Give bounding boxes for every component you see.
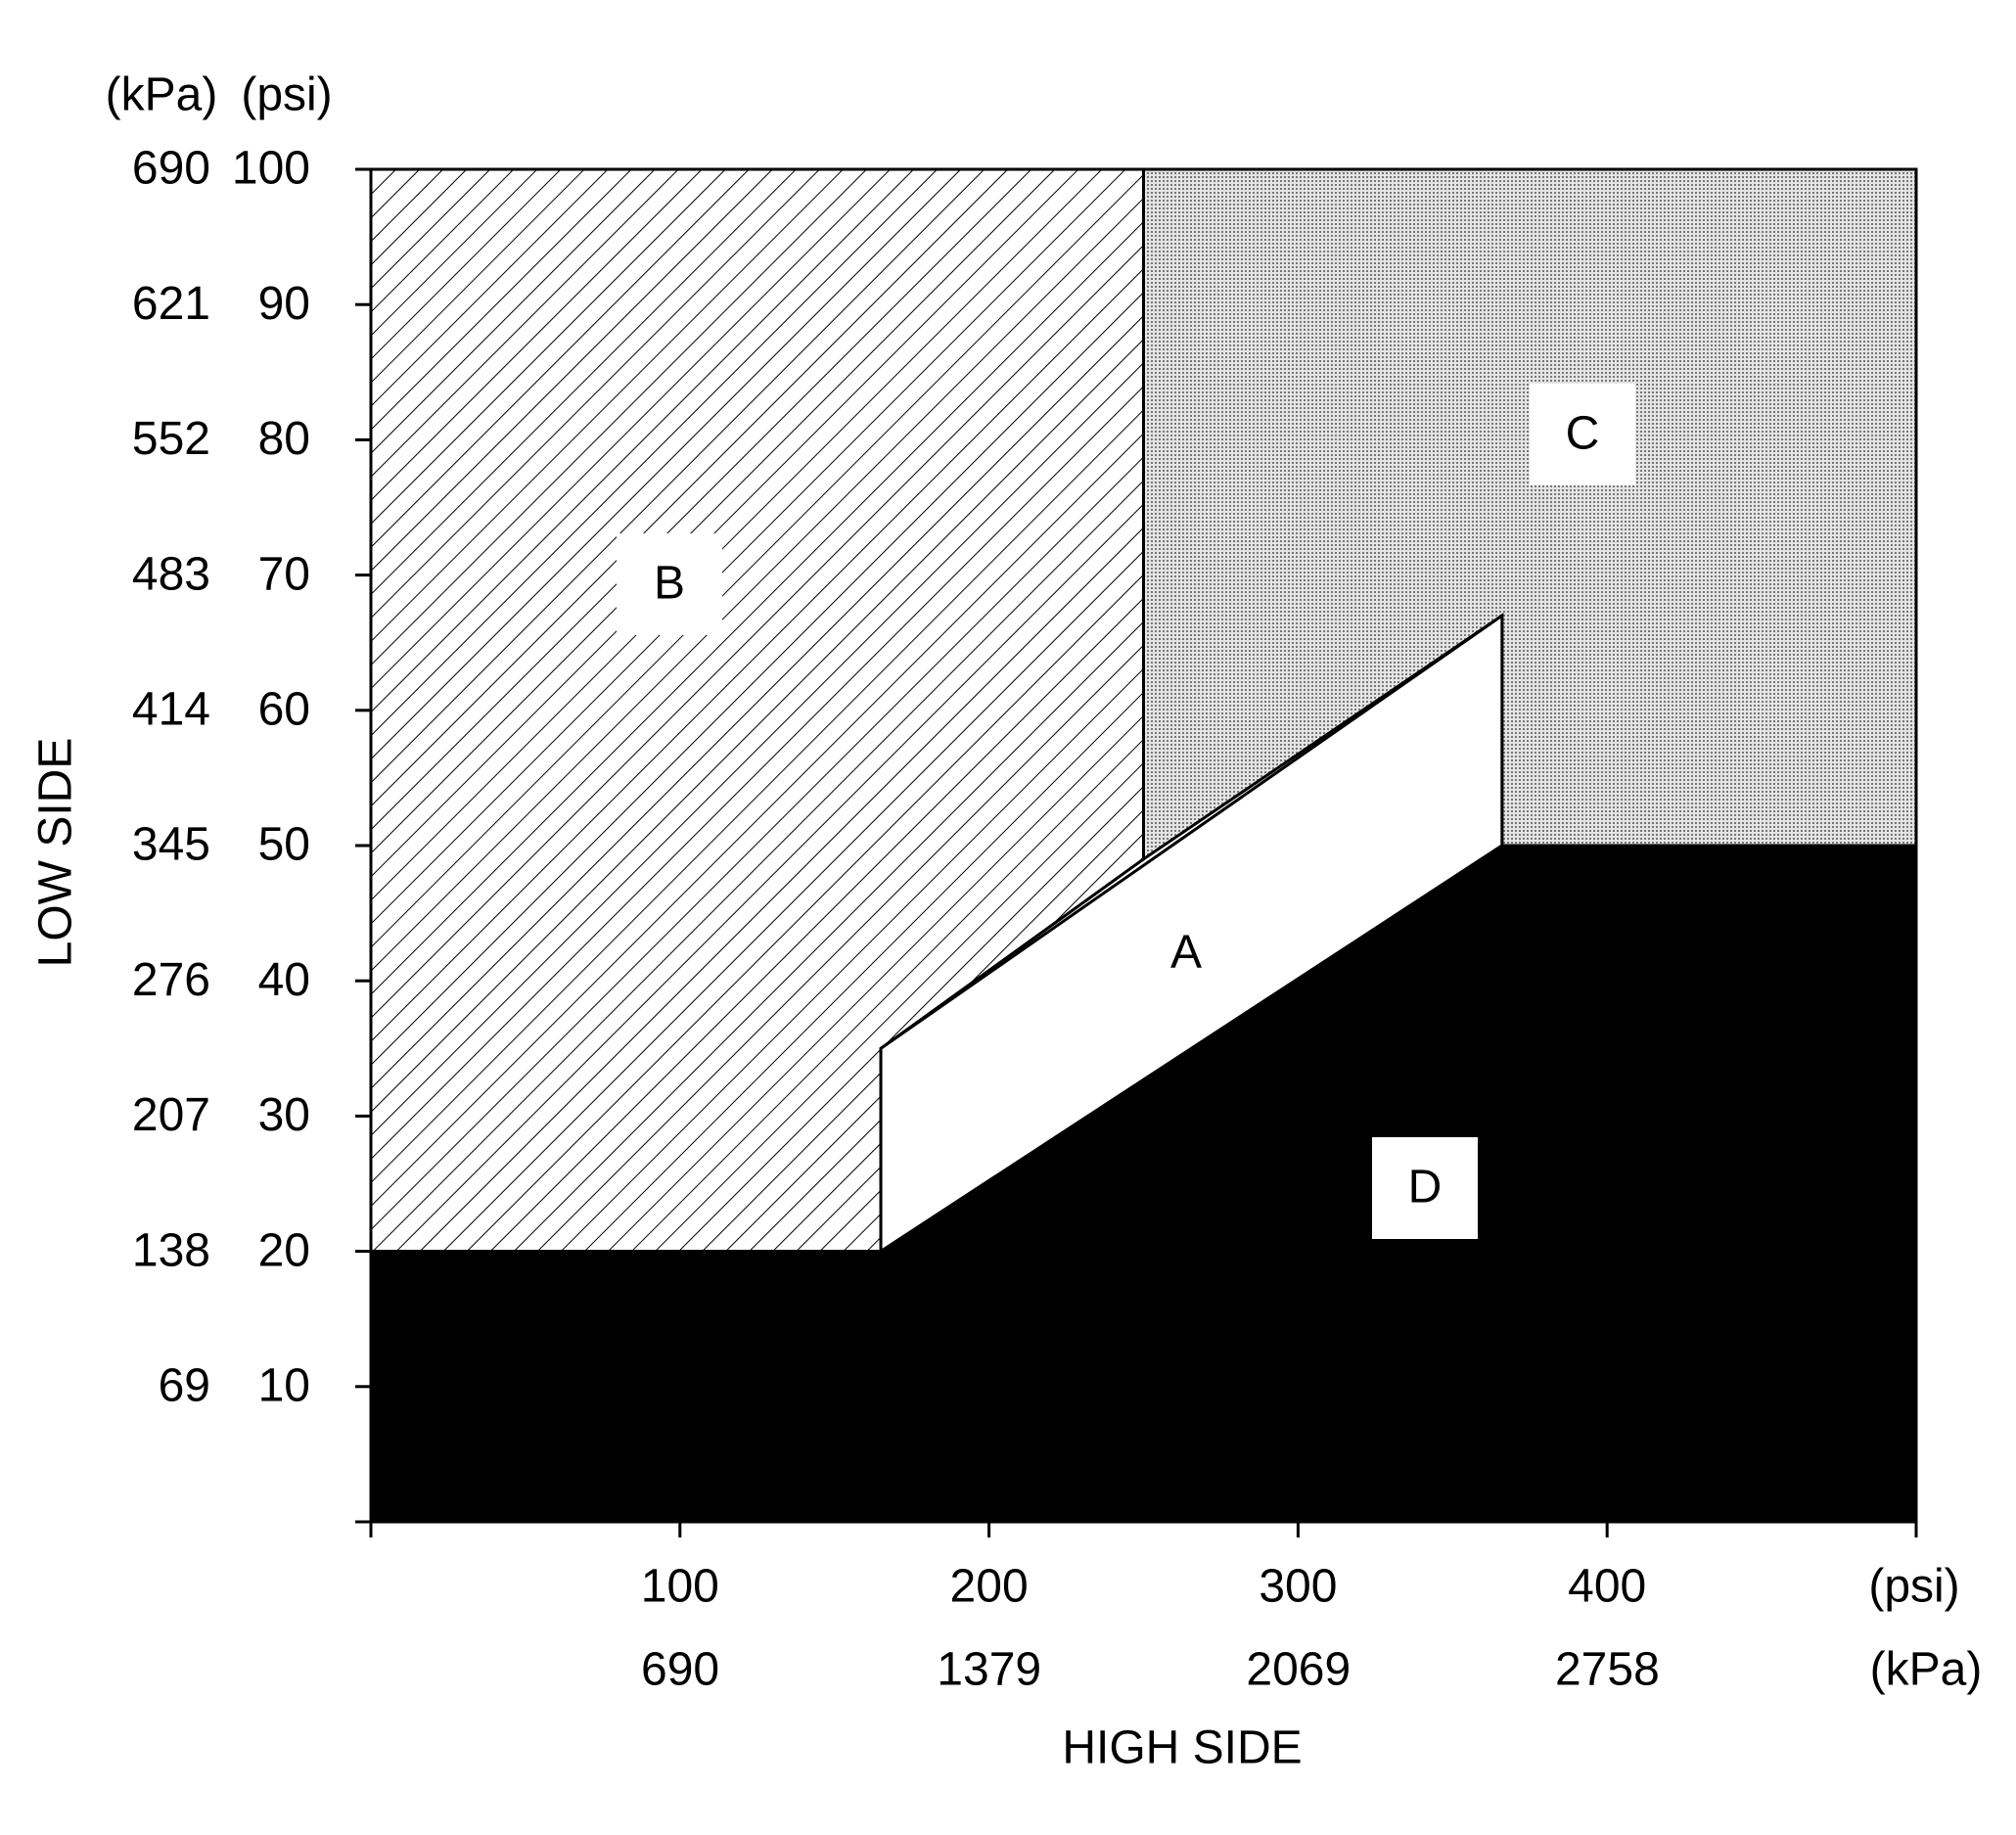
y-tick-label: 80	[258, 413, 310, 465]
y2-tick-label: 276	[132, 954, 210, 1006]
label-box	[1530, 384, 1635, 485]
y2-unit: (kPa)	[106, 69, 218, 121]
y2-tick-label: 345	[132, 819, 210, 871]
label-box	[1372, 1137, 1478, 1239]
x-tick-label: 200	[950, 1561, 1029, 1613]
y-tick-label: 40	[258, 954, 310, 1006]
y-tick-label: 10	[258, 1359, 310, 1411]
y-tick-label: 30	[258, 1089, 310, 1141]
region-label: A	[1170, 927, 1202, 979]
y2-tick-label: 690	[132, 143, 210, 195]
y2-tick-label: 621	[132, 278, 210, 330]
y-tick-label: 60	[258, 683, 310, 735]
y2-tick-label: 414	[132, 683, 210, 735]
y-tick-label: 20	[258, 1224, 310, 1276]
x2-tick-label: 1379	[937, 1644, 1041, 1696]
x2-tick-label: 690	[641, 1644, 719, 1696]
y2-tick-label: 483	[132, 548, 210, 600]
y-axis-title: LOW SIDE	[30, 738, 82, 968]
x-tick-label: 300	[1259, 1561, 1337, 1613]
y2-tick-label: 138	[132, 1224, 210, 1276]
x-tick-label: 100	[641, 1561, 719, 1613]
region-label: C	[1566, 408, 1600, 460]
x-axis-title: HIGH SIDE	[1062, 1722, 1302, 1774]
y-unit: (psi)	[241, 69, 332, 121]
y-tick-label: 100	[232, 143, 310, 195]
y-tick-label: 90	[258, 278, 310, 330]
y2-tick-label: 69	[159, 1359, 210, 1411]
y2-tick-label: 207	[132, 1089, 210, 1141]
y-tick-label: 50	[258, 819, 310, 871]
region-label: D	[1408, 1162, 1443, 1214]
y-tick-label: 70	[258, 548, 310, 600]
x2-tick-label: 2069	[1246, 1644, 1351, 1696]
region	[1142, 167, 1918, 862]
y2-tick-label: 552	[132, 413, 210, 465]
x2-tick-label: 2758	[1555, 1644, 1660, 1696]
x-tick-label: 400	[1568, 1561, 1646, 1613]
x2-unit: (kPa)	[1870, 1644, 1983, 1696]
region-label: B	[654, 558, 685, 610]
label-box	[617, 533, 722, 635]
x-unit: (psi)	[1868, 1561, 1959, 1613]
